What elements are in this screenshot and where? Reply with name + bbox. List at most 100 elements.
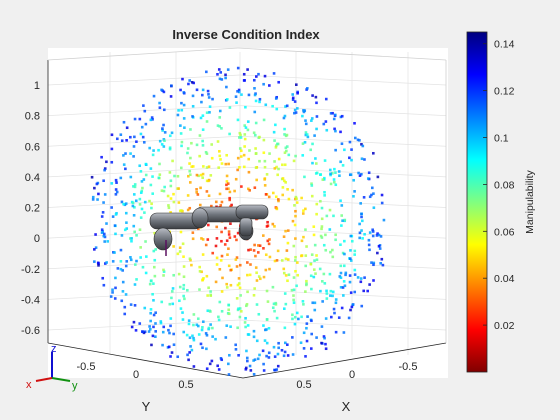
data-point (328, 272, 332, 276)
data-point (323, 190, 326, 194)
data-point (198, 270, 202, 273)
data-point (329, 112, 333, 115)
data-point (196, 317, 200, 321)
data-point (322, 243, 326, 247)
data-point (238, 147, 242, 150)
data-point (238, 315, 242, 319)
data-point (371, 234, 375, 238)
data-point (168, 147, 172, 151)
data-point (197, 333, 201, 336)
data-point (253, 133, 257, 137)
data-point (206, 309, 210, 313)
data-point (190, 165, 194, 168)
data-point (162, 270, 166, 273)
data-point (111, 288, 114, 292)
data-point (283, 326, 287, 330)
data-point (348, 274, 352, 277)
data-point (367, 243, 371, 247)
data-point (267, 195, 271, 199)
data-point (114, 178, 118, 182)
data-point (304, 122, 308, 126)
data-point (201, 346, 204, 350)
data-point (182, 103, 186, 107)
data-point (142, 331, 146, 335)
data-point (215, 256, 219, 260)
data-point (210, 204, 213, 208)
data-point (234, 258, 238, 261)
data-point (170, 296, 173, 300)
data-point (303, 140, 307, 144)
data-point (125, 227, 129, 230)
data-point (302, 235, 305, 239)
data-point (168, 331, 171, 335)
data-point (273, 309, 276, 313)
data-point (334, 301, 338, 305)
data-point (255, 178, 258, 182)
data-point (154, 311, 157, 315)
data-point (114, 213, 118, 216)
data-point (119, 133, 123, 136)
data-point (195, 173, 199, 177)
data-point (169, 211, 172, 214)
data-point (186, 353, 189, 357)
data-point (274, 195, 278, 199)
data-point (199, 186, 202, 190)
data-point (144, 271, 148, 275)
colorbar-tick-label: 0.06 (494, 226, 515, 238)
data-point (201, 128, 205, 131)
data-point (207, 93, 210, 96)
data-point (200, 237, 203, 240)
data-point (332, 214, 335, 218)
data-point (153, 231, 156, 235)
data-point (202, 320, 205, 324)
frame-top-left (47, 47, 239, 61)
data-point (110, 147, 114, 151)
data-point (133, 283, 137, 286)
triad-x-label: x (26, 379, 32, 391)
data-point (285, 133, 289, 137)
data-point (227, 187, 230, 190)
data-point (172, 192, 175, 196)
data-point (256, 357, 260, 361)
data-point (204, 150, 208, 154)
robot-joint-1 (191, 207, 209, 229)
data-point (132, 185, 135, 188)
data-point (129, 175, 133, 179)
data-point (131, 201, 135, 205)
data-point (224, 162, 228, 166)
data-point (371, 228, 374, 232)
data-point (302, 209, 305, 212)
data-point (342, 280, 346, 283)
data-point (265, 225, 269, 228)
data-point (253, 287, 256, 290)
data-point (292, 276, 296, 279)
data-point (152, 298, 155, 302)
data-point (262, 275, 266, 279)
data-point (94, 246, 98, 249)
data-point (313, 308, 317, 312)
data-point (230, 203, 233, 207)
data-point (285, 249, 289, 252)
data-point (172, 200, 176, 204)
data-point (372, 261, 376, 265)
data-point (229, 205, 232, 208)
data-point (311, 161, 314, 165)
data-point (192, 338, 196, 342)
data-point (277, 167, 280, 171)
data-point (254, 254, 257, 258)
data-point (223, 243, 227, 246)
data-point (296, 91, 299, 95)
data-point (150, 206, 153, 210)
data-point (188, 162, 191, 165)
grid-line-z (47, 227, 241, 239)
data-point (300, 254, 303, 258)
data-point (191, 165, 195, 168)
data-point (320, 325, 324, 328)
data-point (219, 71, 223, 74)
data-point (139, 216, 143, 219)
data-point (152, 313, 156, 317)
data-point (352, 178, 355, 182)
data-point (236, 231, 240, 235)
data-point (376, 175, 380, 179)
data-point (301, 300, 305, 303)
